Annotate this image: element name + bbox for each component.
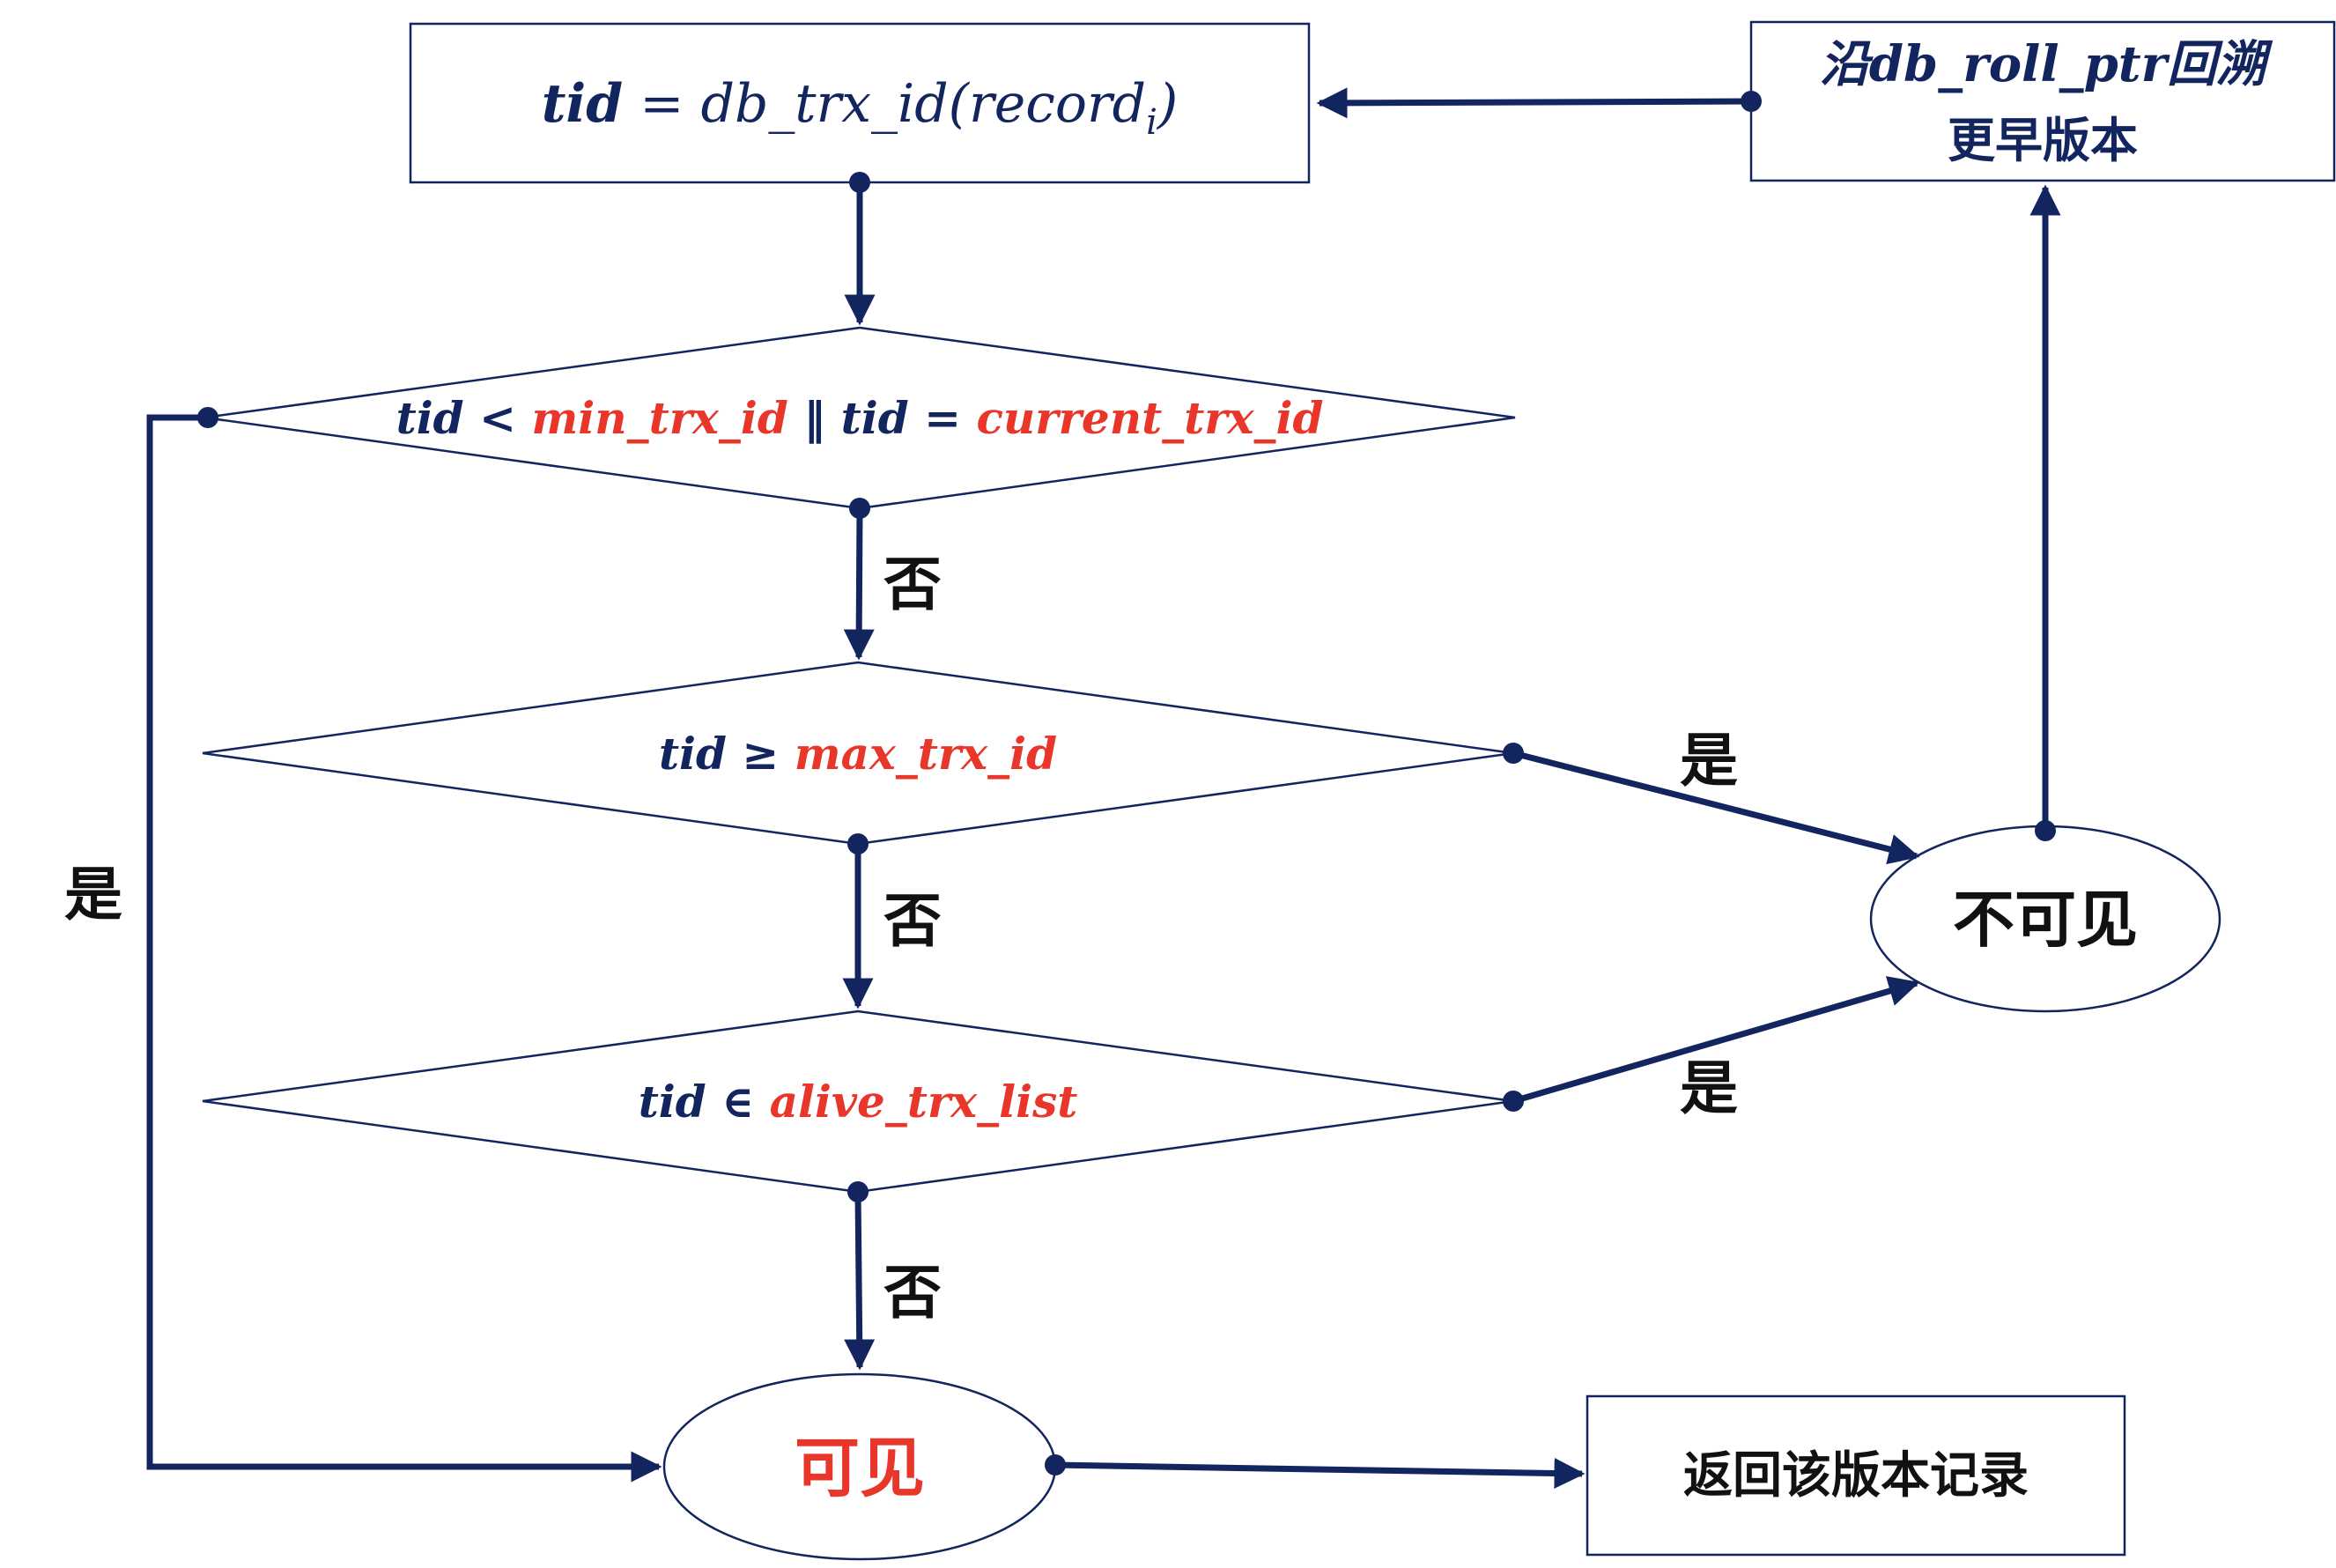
start-box — [409, 22, 1311, 184]
rollback-label-line1: 沿db_roll_ptr回溯 — [1820, 35, 2273, 93]
edge-decision3-to-invisible — [1512, 976, 1920, 1105]
dot-visible-right — [1045, 1454, 1066, 1476]
edge-rollback-to-start — [1316, 87, 1752, 119]
dot-decision1-bottom — [849, 498, 870, 519]
edge-decision3-to-visible — [844, 1191, 876, 1371]
decision-3-condition: tid ∈ alive_trx_list — [639, 1076, 1078, 1128]
rollback-label-line2: 更早版本 — [1948, 113, 2138, 168]
dot-decision3-right — [1503, 1091, 1524, 1112]
edge-label-yes-left: 是 — [64, 861, 122, 928]
dot-decision2-bottom — [847, 833, 869, 854]
edge-label-no-1: 否 — [883, 551, 942, 618]
edge-decision1-to-visible — [146, 414, 662, 1483]
dot-decision1-left — [197, 407, 218, 428]
edge-label-yes-decision2: 是 — [1680, 727, 1738, 795]
edge-decision1-to-decision2 — [843, 507, 875, 661]
edge-label-yes-decision3: 是 — [1680, 1054, 1738, 1122]
decision-1-condition: tid < min_trx_id ‖ tid = current_trx_id — [396, 392, 1324, 445]
decision-2-condition: tid ≥ max_trx_id — [659, 728, 1057, 780]
edge-visible-to-return — [1054, 1457, 1586, 1489]
dot-decision3-bottom — [847, 1181, 869, 1202]
return-box — [1586, 1394, 2126, 1557]
invisible-label: 不可见 — [1953, 884, 2138, 956]
visible-label: 可见 — [795, 1431, 925, 1506]
return-label: 返回该版本记录 — [1683, 1447, 2029, 1505]
rollback-box — [1749, 20, 2336, 182]
dot-decision2-right — [1503, 743, 1524, 764]
dot-rollback-out — [1741, 91, 1762, 112]
dot-start-out — [849, 172, 870, 193]
start-box-formula: tid = db_trx_id(recordi) — [542, 73, 1179, 143]
edge-label-no-3: 否 — [883, 1259, 942, 1327]
edge-label-no-2: 否 — [883, 887, 942, 955]
edge-decision2-to-invisible — [1512, 750, 1920, 865]
dot-invisible-top — [2035, 820, 2056, 841]
